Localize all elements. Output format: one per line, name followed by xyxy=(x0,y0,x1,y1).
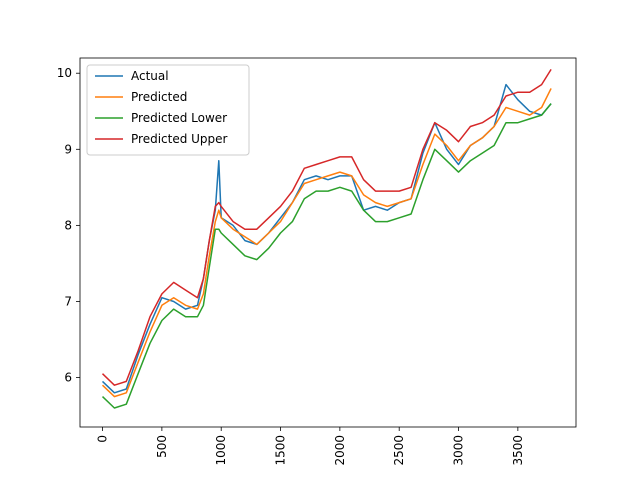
x-axis: 0 500 1000 1500 2000 2500 3000 3500 xyxy=(96,427,525,466)
x-tick-label: 500 xyxy=(155,435,169,458)
x-tick-label: 2000 xyxy=(333,435,347,466)
x-tick-label: 3500 xyxy=(511,435,525,466)
y-axis: 6 7 8 9 10 xyxy=(57,66,80,385)
legend-label: Predicted Lower xyxy=(131,111,227,125)
series-line-predicted-upper xyxy=(101,69,552,386)
y-tick-label: 7 xyxy=(64,294,72,308)
x-tick-label: 3000 xyxy=(452,435,466,466)
legend-label: Actual xyxy=(131,69,169,83)
y-tick-label: 6 xyxy=(64,371,72,385)
x-tick-label: 1000 xyxy=(214,435,228,466)
series-line-predicted xyxy=(101,88,552,398)
y-tick-label: 8 xyxy=(64,218,72,232)
legend-label: Predicted xyxy=(131,90,187,104)
series-line-predicted-lower xyxy=(101,103,552,409)
legend-label: Predicted Upper xyxy=(131,132,228,146)
x-tick-label: 1500 xyxy=(274,435,288,466)
legend: Actual Predicted Predicted Lower Predicted … xyxy=(86,64,250,156)
series-layer xyxy=(101,69,552,409)
plot-frame xyxy=(79,57,577,428)
y-tick-label: 10 xyxy=(57,66,72,80)
legend-box xyxy=(86,64,250,156)
x-tick-label: 2500 xyxy=(392,435,406,466)
x-tick-label: 0 xyxy=(96,435,110,443)
y-tick-label: 9 xyxy=(64,142,72,156)
